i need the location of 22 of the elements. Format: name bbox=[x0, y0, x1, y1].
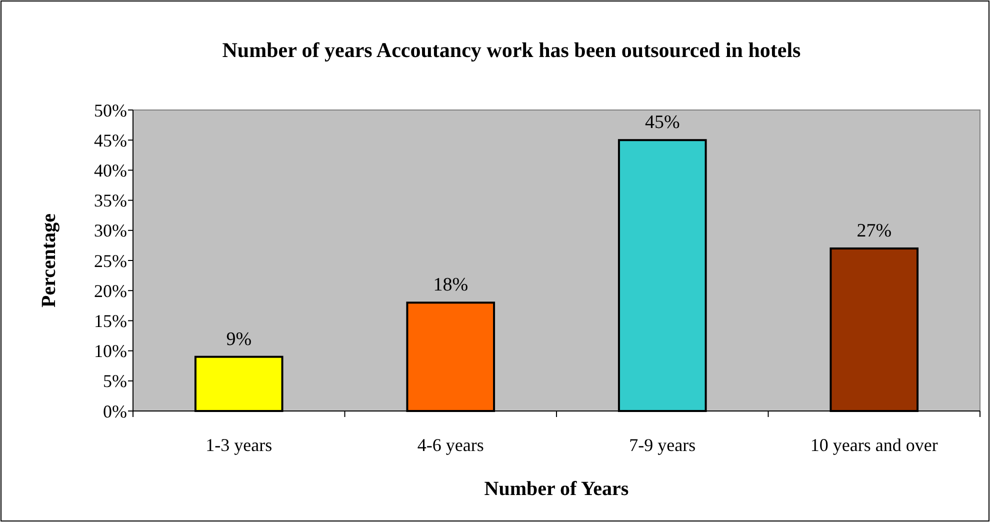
data-label: 18% bbox=[433, 274, 468, 296]
y-tick-label: 0% bbox=[103, 401, 127, 422]
x-tick-label: 10 years and over bbox=[810, 435, 938, 455]
y-tick-label: 10% bbox=[94, 341, 127, 362]
chart-title: Number of years Accoutancy work has been outsourced in hotels bbox=[222, 38, 801, 62]
y-tick-label: 40% bbox=[94, 160, 127, 180]
y-tick-label: 20% bbox=[94, 280, 127, 301]
x-tick-label: 7-9 years bbox=[629, 435, 696, 455]
y-tick-label: 25% bbox=[94, 250, 127, 271]
y-tick-label: 45% bbox=[94, 130, 127, 150]
x-axis-title: Number of Years bbox=[484, 478, 629, 500]
data-label: 27% bbox=[856, 220, 892, 242]
y-tick-label: 15% bbox=[94, 311, 127, 331]
y-tick-label: 5% bbox=[103, 371, 127, 392]
x-tick-label: 1-3 years bbox=[206, 435, 272, 455]
y-tick-label: 35% bbox=[94, 190, 127, 211]
x-tick-label: 4-6 years bbox=[417, 435, 484, 455]
data-label: 9% bbox=[226, 328, 252, 350]
y-tick-label: 50% bbox=[94, 100, 127, 120]
y-axis-title: Percentage bbox=[38, 213, 60, 308]
data-label: 45% bbox=[644, 112, 680, 134]
y-tick-label: 30% bbox=[94, 220, 127, 241]
